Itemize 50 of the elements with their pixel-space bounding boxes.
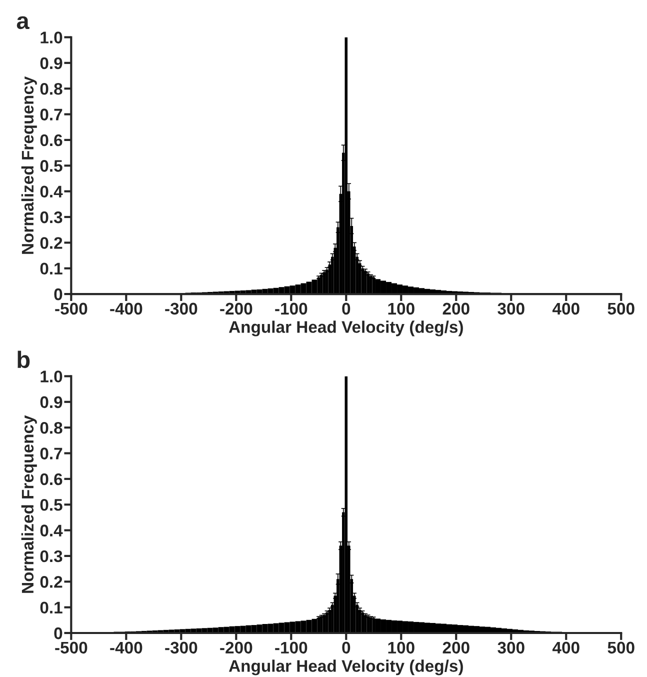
y-tick-label: 0.5 bbox=[40, 499, 62, 511]
x-tick-label: 500 bbox=[608, 302, 634, 315]
y-tick-label: 0.9 bbox=[40, 396, 62, 408]
x-tick-label: -100 bbox=[275, 302, 308, 315]
x-tick-label: 0 bbox=[342, 302, 350, 315]
x-tick-label: 400 bbox=[552, 642, 580, 654]
y-axis-title: Normalized Frequency bbox=[21, 415, 37, 593]
x-tick-label: 100 bbox=[388, 642, 414, 654]
y-tick-label: 0.3 bbox=[40, 550, 62, 562]
y-tick-label: 1.0 bbox=[40, 370, 62, 382]
x-tick-label: -400 bbox=[110, 642, 142, 654]
x-tick-label: 200 bbox=[442, 642, 470, 654]
x-tick-label: 300 bbox=[498, 302, 524, 315]
y-tick-label: 0.3 bbox=[40, 211, 62, 224]
y-tick-label: 0 bbox=[54, 288, 62, 300]
x-tick-label: 0 bbox=[342, 642, 350, 654]
y-tick-label: 0.7 bbox=[40, 448, 62, 460]
x-tick-label: -300 bbox=[165, 302, 198, 315]
chart-title: a bbox=[16, 16, 30, 30]
y-tick-label: 0.2 bbox=[40, 237, 62, 249]
y-tick-label: 0.6 bbox=[40, 134, 62, 146]
x-axis-title: Angular Head Velocity (deg/s) bbox=[228, 660, 463, 676]
x-tick-label: -300 bbox=[165, 642, 198, 654]
x-axis-title: Angular Head Velocity (deg/s) bbox=[228, 320, 463, 336]
x-tick-label: 300 bbox=[498, 642, 524, 654]
x-tick-label: -500 bbox=[55, 302, 88, 315]
y-tick-label: 0.9 bbox=[40, 57, 62, 70]
y-tick-label: 0.8 bbox=[40, 422, 62, 434]
x-tick-label: 400 bbox=[552, 302, 580, 315]
x-tick-label: -500 bbox=[55, 642, 88, 654]
x-tick-label: -100 bbox=[275, 642, 308, 654]
x-tick-label: -200 bbox=[220, 642, 252, 654]
y-tick-label: 0.2 bbox=[40, 576, 62, 588]
y-tick-label: 0.4 bbox=[40, 524, 63, 536]
x-tick-label: -400 bbox=[110, 302, 142, 315]
x-tick-label: -200 bbox=[220, 302, 252, 315]
y-tick-label: 0 bbox=[54, 627, 62, 640]
y-tick-label: 1.0 bbox=[40, 32, 62, 44]
y-tick-label: 0.4 bbox=[40, 186, 63, 198]
x-tick-label: 100 bbox=[388, 302, 414, 315]
y-tick-label: 0.1 bbox=[40, 262, 62, 275]
y-tick-label: 0.6 bbox=[40, 473, 62, 486]
y-tick-label: 0.8 bbox=[40, 82, 62, 95]
chart-title: b bbox=[18, 350, 30, 368]
y-tick-label: 0.5 bbox=[40, 160, 62, 172]
y-tick-label: 0.1 bbox=[40, 602, 62, 614]
y-tick-label: 0.7 bbox=[40, 108, 62, 120]
y-axis-title: Normalized Frequency bbox=[21, 76, 37, 254]
x-tick-label: 500 bbox=[608, 642, 634, 654]
x-tick-label: 200 bbox=[442, 302, 470, 315]
